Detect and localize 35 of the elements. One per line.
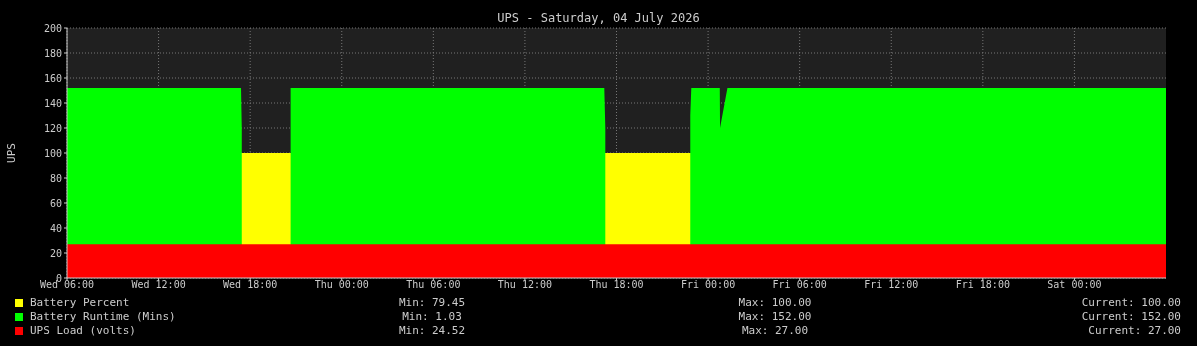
text: Current: 27.00 bbox=[1088, 324, 1181, 337]
text: Max: 100.00 bbox=[738, 296, 812, 309]
chart-title: UPS - Saturday, 04 July 2026 bbox=[497, 11, 700, 25]
x-tick-label: Fri 12:00 bbox=[864, 279, 919, 291]
x-tick-label: Thu 00:00 bbox=[314, 279, 369, 291]
y-axis-title: UPS bbox=[4, 143, 18, 163]
y-tick-label: 80 bbox=[49, 172, 62, 184]
y-tick-label: 140 bbox=[43, 97, 62, 109]
y-tick-label: 160 bbox=[43, 72, 62, 84]
y-tick-label: 180 bbox=[43, 47, 62, 59]
text: Min: 79.45 bbox=[398, 296, 466, 309]
y-tick-label: 40 bbox=[49, 222, 62, 234]
x-tick-label: Thu 12:00 bbox=[497, 279, 553, 291]
text: Max: 27.00 bbox=[741, 324, 809, 337]
x-tick-label: Thu 06:00 bbox=[406, 279, 461, 291]
x-tick-label: Fri 00:00 bbox=[680, 279, 736, 291]
x-tick-label: Wed 18:00 bbox=[223, 279, 278, 291]
y-tick-label: 100 bbox=[43, 147, 62, 159]
legend-label: Battery Percent bbox=[30, 296, 130, 309]
legend-label: Battery Runtime (Mins) bbox=[30, 310, 176, 323]
x-tick-label: Thu 18:00 bbox=[589, 279, 644, 291]
text: Current: 152.00 bbox=[1081, 310, 1181, 323]
y-tick-label: 120 bbox=[43, 122, 62, 134]
text: Current: 100.00 bbox=[1081, 296, 1181, 309]
text: Min: 24.52 bbox=[398, 324, 466, 337]
y-tick-label: 200 bbox=[43, 22, 62, 34]
x-tick-label: Sat 00:00 bbox=[1047, 279, 1102, 291]
text: Max: 152.00 bbox=[738, 310, 812, 323]
x-tick-label: Fri 06:00 bbox=[772, 279, 827, 291]
text: Min: 1.03 bbox=[402, 310, 462, 323]
y-tick-label: 60 bbox=[49, 197, 62, 209]
legend-label: UPS Load (volts) bbox=[30, 324, 136, 337]
x-tick-label: Fri 18:00 bbox=[955, 279, 1010, 291]
y-tick-label: 20 bbox=[49, 247, 62, 259]
x-tick-label: Wed 12:00 bbox=[131, 279, 186, 291]
